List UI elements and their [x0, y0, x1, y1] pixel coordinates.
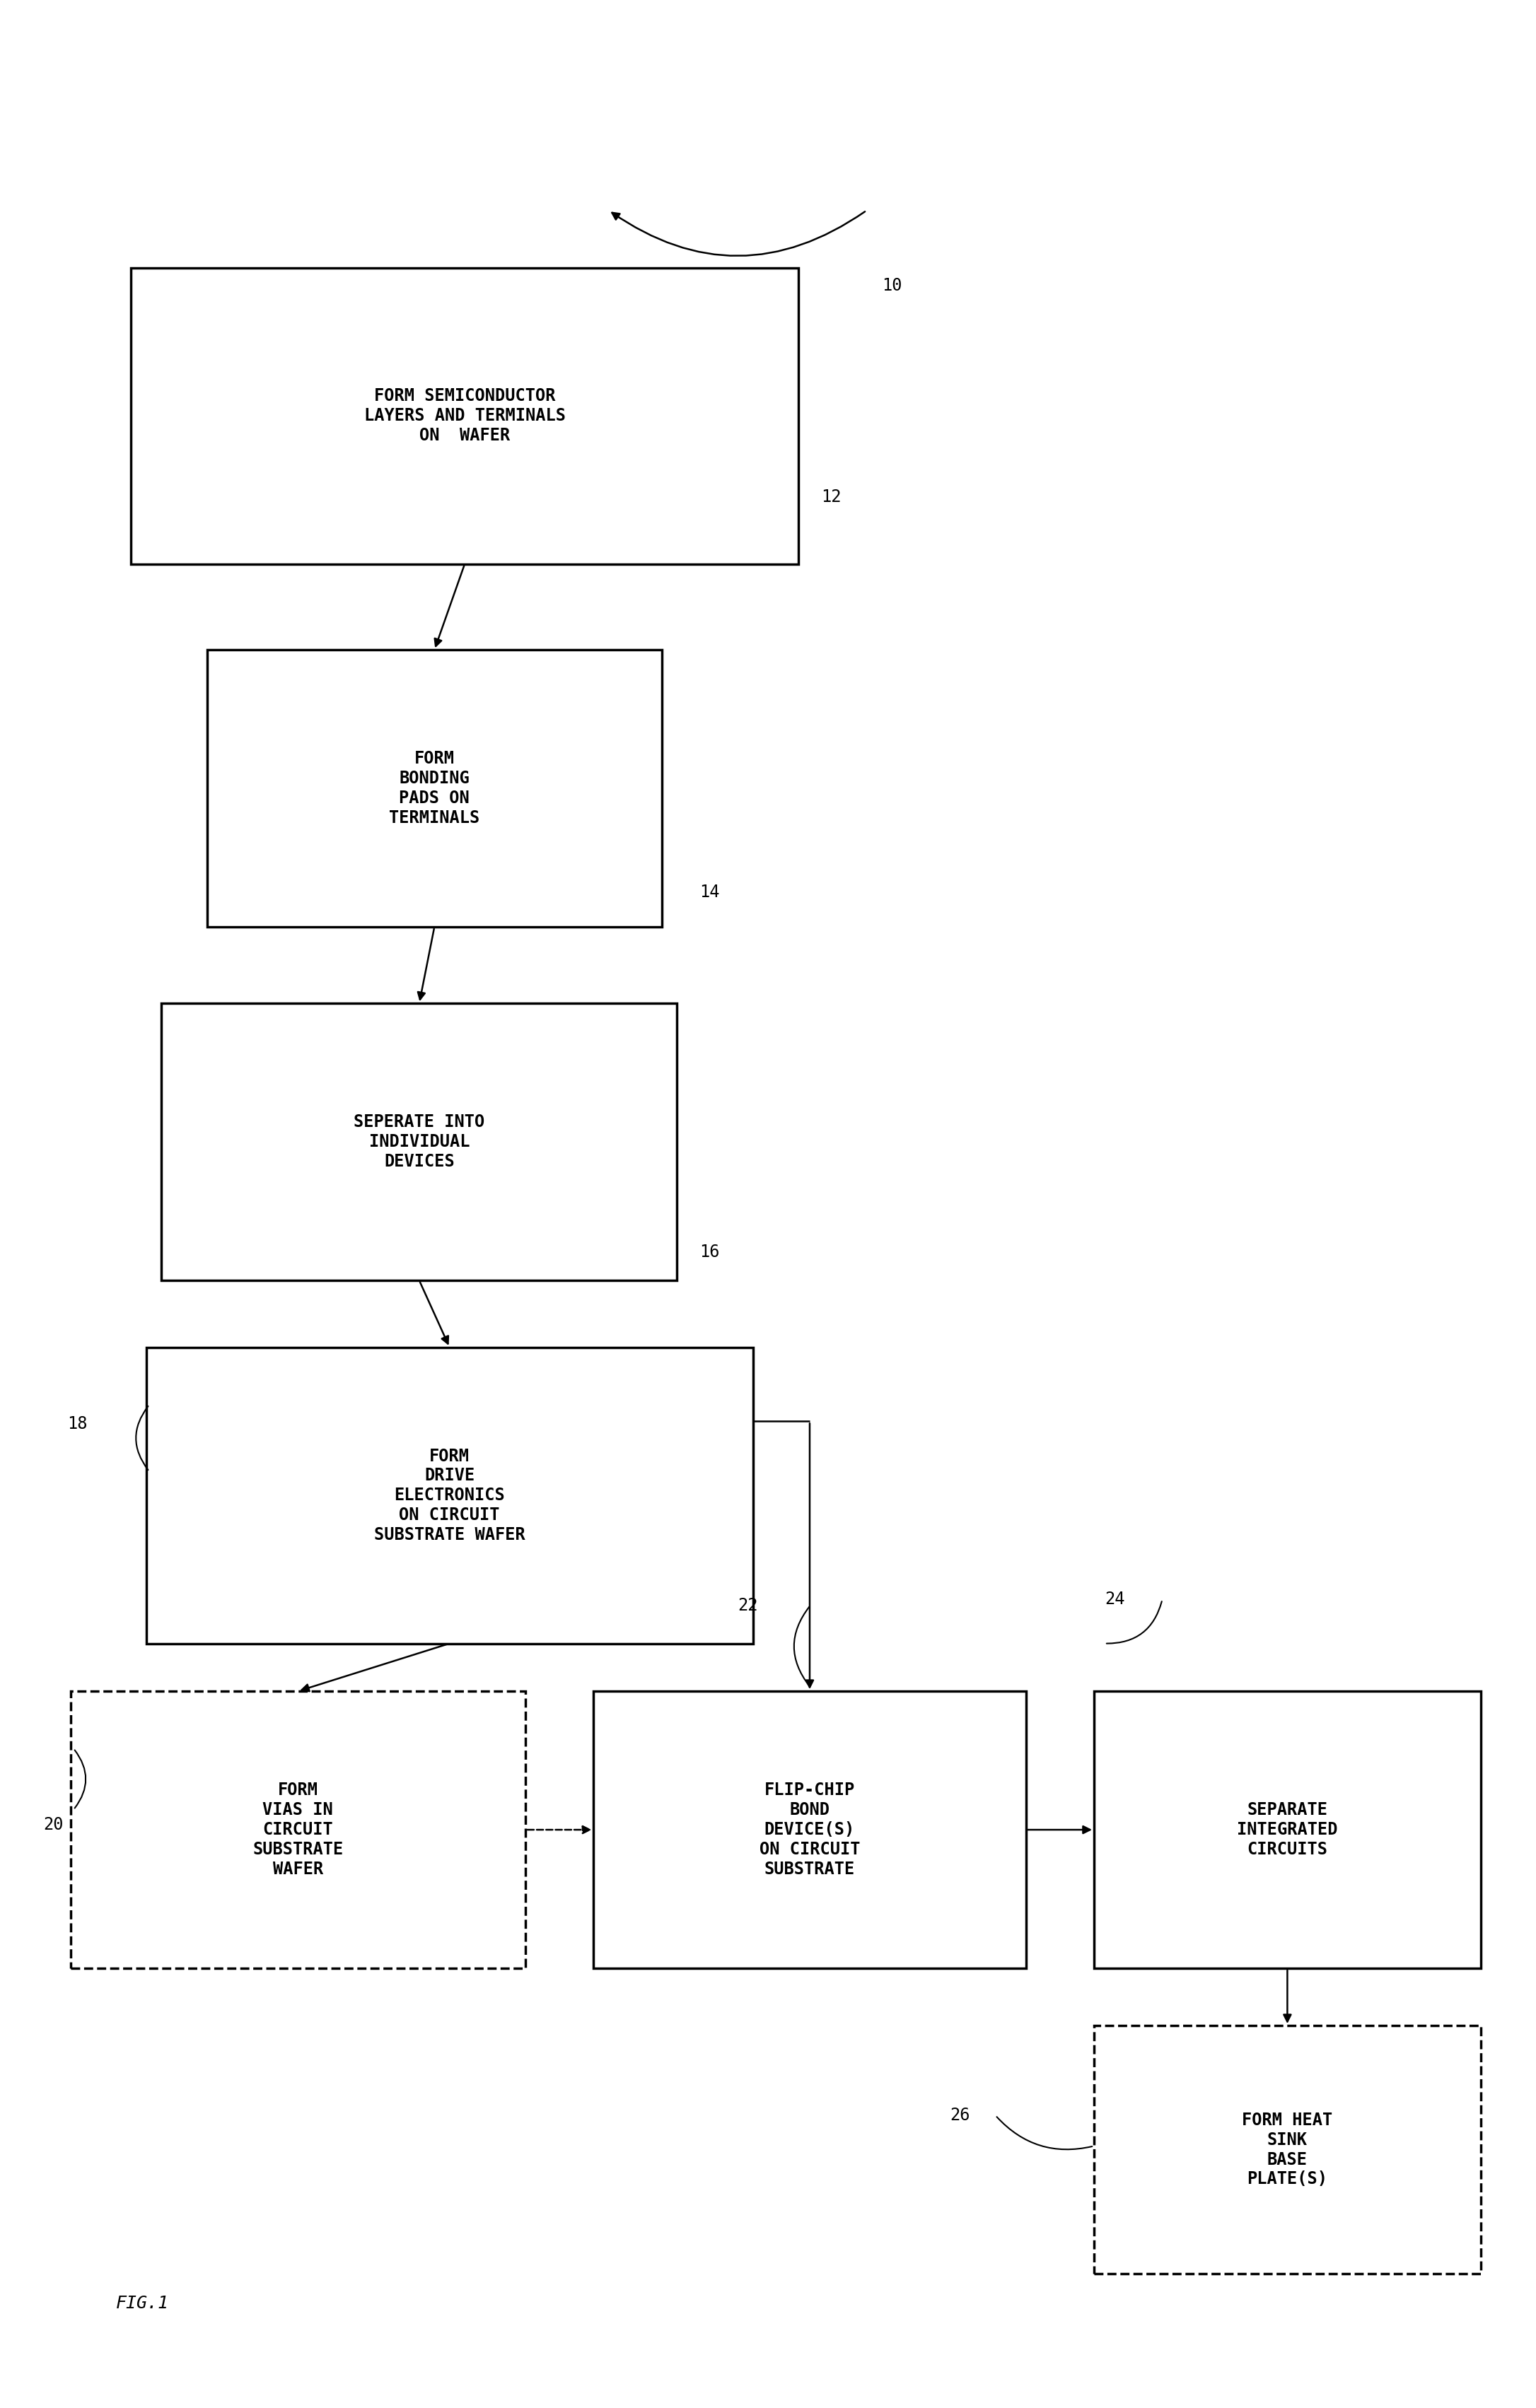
Text: 18: 18: [68, 1416, 88, 1433]
Text: 24: 24: [1104, 1592, 1124, 1609]
Text: 22: 22: [737, 1597, 757, 1613]
FancyBboxPatch shape: [161, 1004, 677, 1281]
Text: FIG.1: FIG.1: [115, 2295, 169, 2312]
Text: 10: 10: [882, 277, 902, 294]
Text: 26: 26: [949, 2107, 971, 2124]
Text: FORM
VIAS IN
CIRCUIT
SUBSTRATE
WAFER: FORM VIAS IN CIRCUIT SUBSTRATE WAFER: [252, 1782, 343, 1878]
FancyBboxPatch shape: [1094, 2025, 1481, 2273]
Text: FORM
BONDING
PADS ON
TERMINALS: FORM BONDING PADS ON TERMINALS: [389, 751, 479, 826]
FancyBboxPatch shape: [146, 1348, 753, 1642]
Text: SEPERATE INTO
INDIVIDUAL
DEVICES: SEPERATE INTO INDIVIDUAL DEVICES: [353, 1115, 485, 1170]
Text: SEPARATE
INTEGRATED
CIRCUITS: SEPARATE INTEGRATED CIRCUITS: [1236, 1801, 1338, 1859]
FancyBboxPatch shape: [131, 267, 799, 563]
FancyBboxPatch shape: [71, 1690, 525, 1967]
FancyBboxPatch shape: [1094, 1690, 1481, 1967]
Text: 14: 14: [700, 884, 720, 901]
FancyBboxPatch shape: [207, 650, 662, 927]
Text: FORM HEAT
SINK
BASE
PLATE(S): FORM HEAT SINK BASE PLATE(S): [1243, 2112, 1333, 2189]
FancyBboxPatch shape: [593, 1690, 1026, 1967]
Text: 20: 20: [43, 1816, 63, 1832]
Text: FORM
DRIVE
ELECTRONICS
ON CIRCUIT
SUBSTRATE WAFER: FORM DRIVE ELECTRONICS ON CIRCUIT SUBSTR…: [373, 1447, 525, 1544]
Text: 12: 12: [822, 489, 842, 506]
Text: 16: 16: [700, 1243, 720, 1259]
Text: FLIP-CHIP
BOND
DEVICE(S)
ON CIRCUIT
SUBSTRATE: FLIP-CHIP BOND DEVICE(S) ON CIRCUIT SUBS…: [759, 1782, 860, 1878]
Text: FORM SEMICONDUCTOR
LAYERS AND TERMINALS
ON  WAFER: FORM SEMICONDUCTOR LAYERS AND TERMINALS …: [364, 388, 565, 443]
